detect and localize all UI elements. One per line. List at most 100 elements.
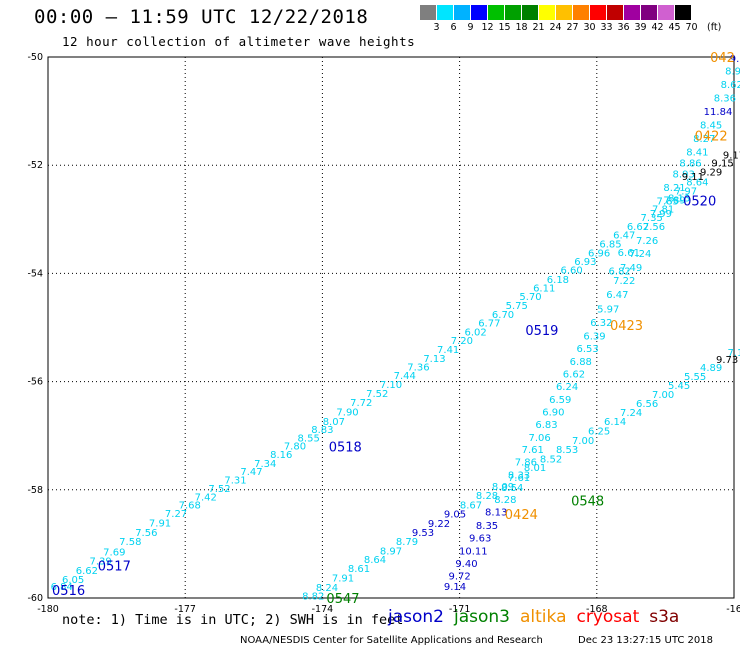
wave-height-point: 7.49 bbox=[620, 263, 642, 274]
wave-height-point: 6.61 bbox=[618, 248, 640, 259]
legend-bin-label: 42 bbox=[651, 22, 664, 33]
wave-height-point: 9.72 bbox=[448, 571, 470, 582]
wave-height-point: 8.62 bbox=[721, 80, 740, 91]
pass-time-label: 0424 bbox=[505, 508, 538, 523]
wave-height-point: 8.21 bbox=[663, 183, 685, 194]
wave-height-point: 6.39 bbox=[583, 332, 605, 343]
wave-height-point: 9.12 bbox=[730, 54, 740, 65]
legend-color-box bbox=[454, 5, 471, 20]
wave-height-point: 7.61 bbox=[522, 445, 544, 456]
legend-color-box bbox=[590, 5, 607, 20]
wave-height-point: 8.61 bbox=[348, 564, 370, 575]
wave-height-point: 9.29 bbox=[700, 168, 722, 179]
y-tick-label: -58 bbox=[27, 485, 43, 496]
wave-height-point: 6.18 bbox=[547, 275, 569, 286]
x-tick-label: -174 bbox=[312, 604, 334, 615]
wave-height-point: 10.11 bbox=[459, 546, 488, 557]
legend-bin-label: 36 bbox=[617, 22, 630, 33]
legend-bin-label: 15 bbox=[498, 22, 511, 33]
wave-height-point: 9.17 bbox=[723, 150, 740, 161]
wave-height-point: 6.47 bbox=[606, 290, 628, 301]
wave-height-point: 7.56 bbox=[135, 528, 157, 539]
y-tick-label: -52 bbox=[27, 160, 43, 171]
wave-height-point: 7.52 bbox=[366, 389, 388, 400]
x-tick-label: -180 bbox=[37, 604, 59, 615]
wave-height-point: 9.11 bbox=[682, 172, 704, 183]
wave-height-point: 7.58 bbox=[119, 537, 141, 548]
wave-height-point: 5.97 bbox=[597, 305, 619, 316]
legend-color-box bbox=[420, 5, 437, 20]
wave-height-point: 6.25 bbox=[588, 426, 610, 437]
wave-height-point: 7.52 bbox=[208, 484, 230, 495]
wave-height-point: 6.93 bbox=[574, 257, 596, 268]
pass-time-label: 0547 bbox=[326, 592, 359, 607]
wave-height-point: 8.52 bbox=[540, 454, 562, 465]
legend-color-box bbox=[675, 5, 692, 20]
legend-color-box bbox=[488, 5, 505, 20]
legend-labels: (ft) 3 6 9 12 15 18 21 24 27 30 33 36 39 42 45 70 bbox=[420, 20, 740, 34]
wave-height-point: 8.09 bbox=[492, 482, 514, 493]
wave-height-point: 7.91 bbox=[149, 518, 171, 529]
wave-height-point: 7.00 bbox=[652, 390, 674, 401]
wave-height-point: 6.32 bbox=[590, 318, 612, 329]
wave-height-point: 7.10 bbox=[380, 380, 402, 391]
wave-height-point: 8.13 bbox=[485, 507, 507, 518]
wave-height-point: 7.47 bbox=[240, 467, 262, 478]
pass-time-label: 0519 bbox=[525, 324, 558, 339]
wave-height-point: 8.45 bbox=[700, 121, 722, 132]
wave-height-point: 7.13 bbox=[423, 354, 445, 365]
pass-time-label: 0517 bbox=[98, 560, 131, 575]
wave-height-point: 6.84 bbox=[51, 582, 73, 593]
wave-height-point: 6.24 bbox=[556, 382, 578, 393]
wave-height-point: 7.24 bbox=[620, 408, 642, 419]
wave-height-point: 5.75 bbox=[506, 301, 528, 312]
wave-height-point: 8.86 bbox=[679, 158, 701, 169]
wave-height-point: 6.90 bbox=[542, 407, 564, 418]
wave-height-point: 6.53 bbox=[577, 344, 599, 355]
pass-time-label: 0548 bbox=[571, 495, 604, 510]
wave-height-point: 7.20 bbox=[451, 336, 473, 347]
x-tick-label: -171 bbox=[449, 604, 471, 615]
legend-bin-label: 33 bbox=[600, 22, 613, 33]
wave-height-point: 6.60 bbox=[561, 266, 583, 277]
wave-height-point: 8.91 bbox=[725, 67, 740, 78]
wave-height-point: 7.86 bbox=[515, 458, 537, 469]
legend-color-box bbox=[607, 5, 624, 20]
legend-bin-label: 18 bbox=[515, 22, 528, 33]
wave-height-point: 7.31 bbox=[224, 476, 246, 487]
legend-color-box bbox=[505, 5, 522, 20]
wave-height-point: 4.89 bbox=[700, 363, 722, 374]
wave-height-point: 7.35 bbox=[641, 213, 663, 224]
wave-height-point: 7.24 bbox=[629, 249, 651, 260]
pass-time-label: 0518 bbox=[329, 441, 362, 456]
legend-color-box bbox=[573, 5, 590, 20]
pass-time-label: 0422 bbox=[695, 129, 728, 144]
legend-color-box bbox=[556, 5, 573, 20]
wave-height-point: 9.22 bbox=[428, 519, 450, 530]
wave-height-point: 7.41 bbox=[437, 345, 459, 356]
wave-height-point: 8.64 bbox=[364, 555, 386, 566]
wave-height-point: 7.26 bbox=[636, 236, 658, 247]
wave-height-point: 8.24 bbox=[316, 583, 338, 594]
mission-label: cryosat bbox=[576, 607, 640, 627]
plot-frame bbox=[47, 56, 735, 599]
wave-height-point: 7.61 bbox=[508, 473, 530, 484]
wave-height-point: 7.91 bbox=[332, 573, 354, 584]
data-points: 6.846.056.627.397.697.587.567.917.277.68… bbox=[51, 51, 740, 607]
wave-height-point: 7.00 bbox=[572, 436, 594, 447]
wave-height-point: 9.53 bbox=[412, 528, 434, 539]
wave-height-point: 8.36 bbox=[714, 94, 736, 105]
mission-label: s3a bbox=[649, 607, 680, 627]
wave-height-point: 7.99 bbox=[650, 209, 672, 220]
wave-height-point: 6.96 bbox=[588, 248, 610, 259]
wave-height-point: 8.07 bbox=[323, 417, 345, 428]
wave-height-point: 7.72 bbox=[350, 398, 372, 409]
wave-height-point: 7.97 bbox=[675, 187, 697, 198]
x-tick-label: -16 bbox=[726, 604, 740, 615]
wave-height-point: 6.70 bbox=[492, 310, 514, 321]
wave-height-point: 6.77 bbox=[478, 319, 500, 330]
wave-height-point: 6.62 bbox=[563, 369, 585, 380]
wave-height-point: 7.44 bbox=[394, 371, 416, 382]
mission-legend: jason2 jason3 altika cryosat s3a bbox=[388, 607, 689, 627]
wave-height-point: 6.59 bbox=[549, 395, 571, 406]
